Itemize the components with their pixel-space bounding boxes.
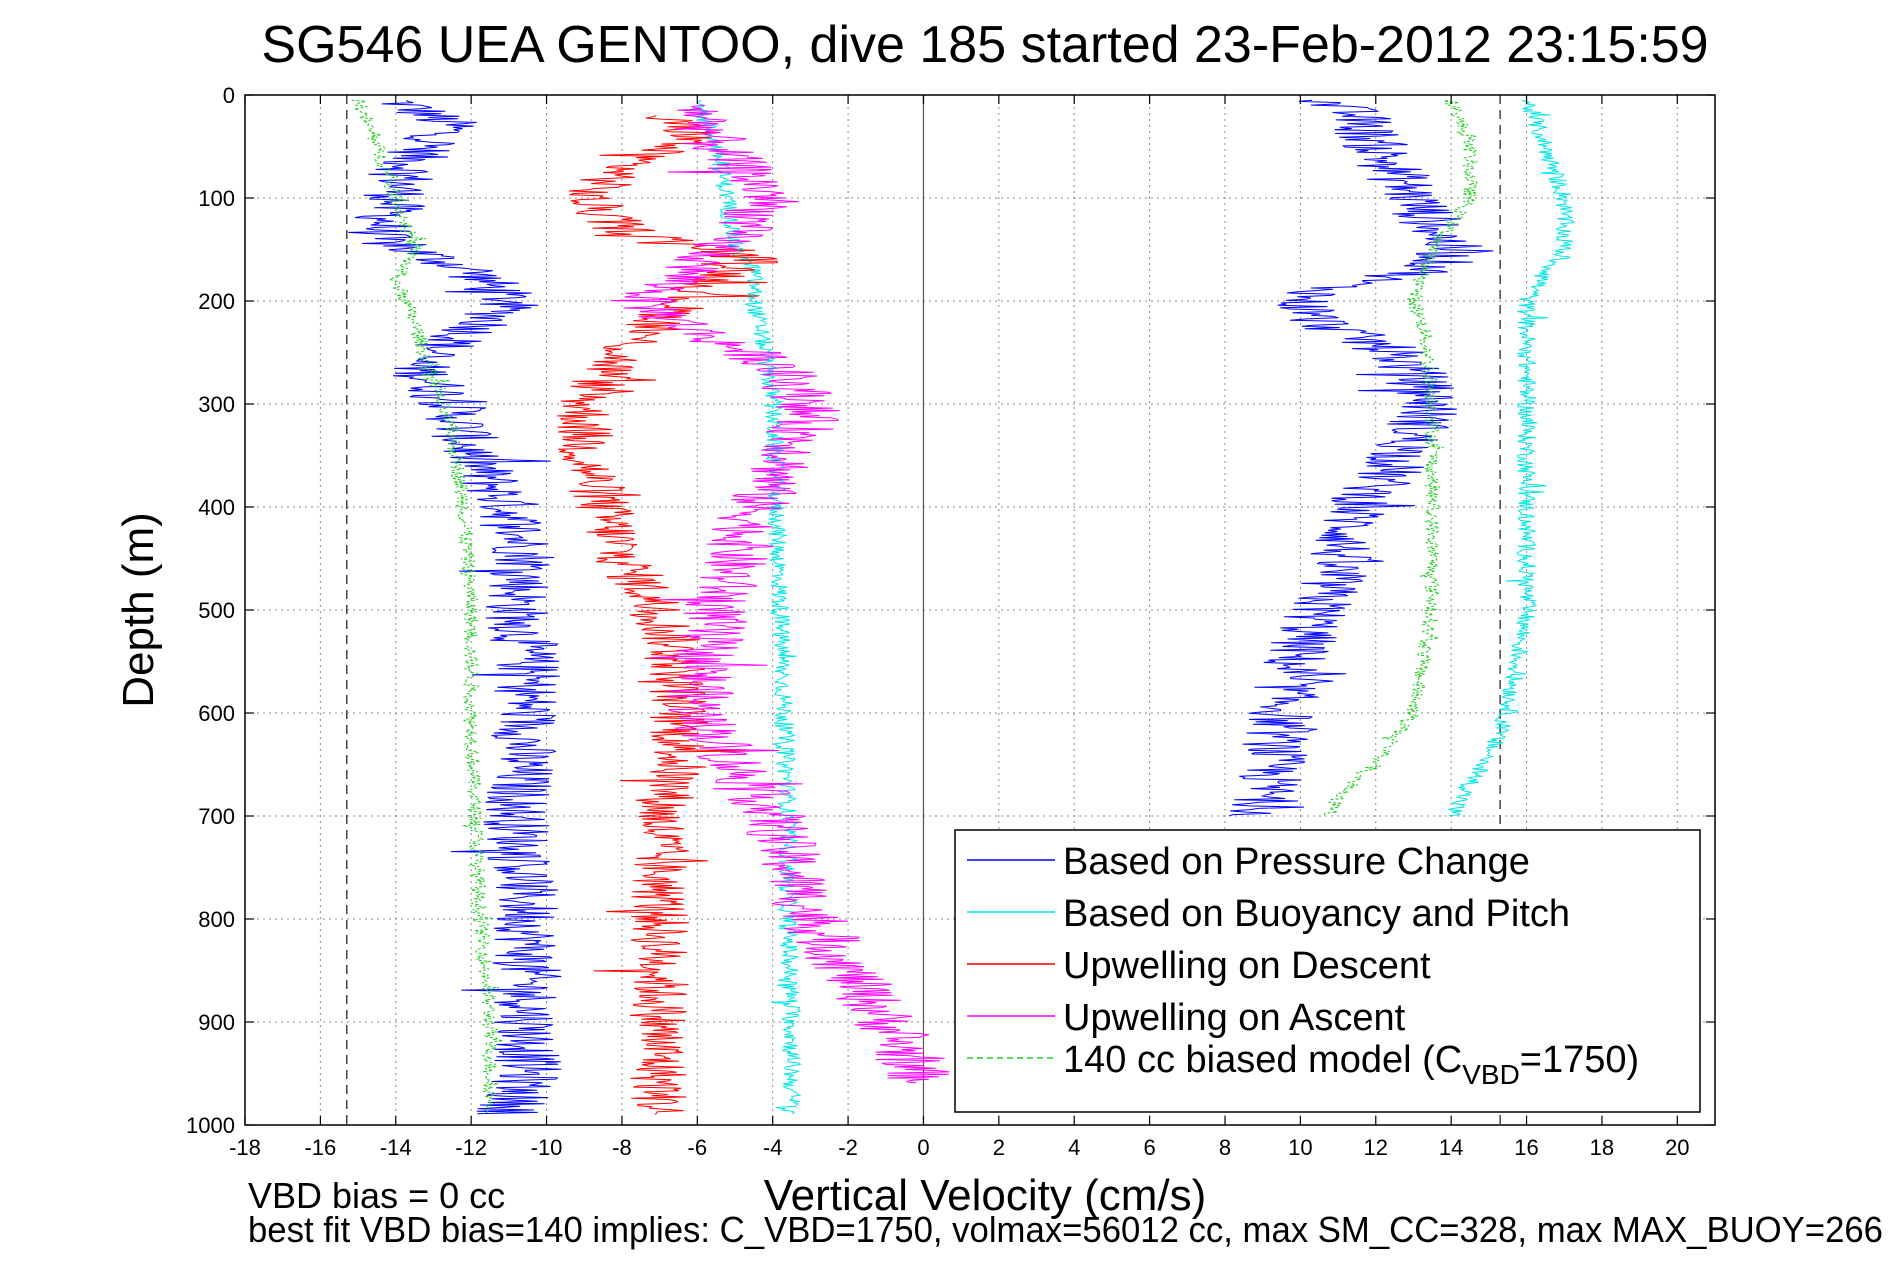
legend-box — [954, 829, 1701, 1113]
annotation-best-fit: best fit VBD bias=140 implies: C_VBD=175… — [248, 1209, 1883, 1250]
x-tick-label: 0 — [917, 1135, 929, 1160]
y-axis-label: Depth (m) — [114, 512, 163, 708]
x-tick-label: 16 — [1514, 1135, 1538, 1160]
x-tick-label: 2 — [993, 1135, 1005, 1160]
x-tick-label: -4 — [763, 1135, 783, 1160]
x-tick-label: 12 — [1364, 1135, 1388, 1160]
series-3 — [610, 104, 950, 1084]
x-tick-label: 20 — [1665, 1135, 1689, 1160]
y-tick-label: 100 — [198, 186, 235, 211]
series-line — [1228, 99, 1494, 817]
x-tick-label: 8 — [1219, 1135, 1231, 1160]
x-tick-label: -16 — [304, 1135, 336, 1160]
series-line — [351, 99, 504, 1115]
y-ticks: 0 100 200 300 400 500 600 700 800 900 1000 — [186, 83, 1715, 1138]
legend-label-subscript: VBD — [1462, 1059, 1520, 1090]
series-line — [348, 99, 562, 1115]
y-tick-label: 900 — [198, 1010, 235, 1035]
legend-label: Upwelling on Descent — [1063, 945, 1431, 987]
legend-label: 140 cc biased model (CVBD=1750) — [1063, 1039, 1639, 1090]
x-tick-label: 10 — [1288, 1135, 1312, 1160]
y-tick-label: 300 — [198, 392, 235, 417]
y-tick-label: 700 — [198, 804, 235, 829]
annotation-vbd-bias: VBD bias = 0 cc — [248, 1175, 505, 1216]
x-ticks: -18 -16 -14 -12 -10 -8 -6 -4 -2 0 2 4 6 8 10 12 14 16 18 20 — [229, 95, 1690, 1160]
legend-label-end: =1750) — [1520, 1039, 1639, 1081]
y-tick-label: 600 — [198, 701, 235, 726]
y-tick-label: 0 — [223, 83, 235, 108]
legend: Based on Pressure Change Based on Buoyanc… — [954, 829, 1701, 1113]
legend-label: Upwelling on Ascent — [1063, 997, 1406, 1039]
chart-title: SG546 UEA GENTOO, dive 185 started 23-Fe… — [261, 16, 1708, 74]
x-tick-label: 14 — [1439, 1135, 1463, 1160]
x-tick-label: 18 — [1590, 1135, 1614, 1160]
x-axis-label: Vertical Velocity (cm/s) — [764, 1171, 1207, 1220]
x-tick-label: -8 — [612, 1135, 632, 1160]
x-tick-label: -10 — [531, 1135, 563, 1160]
x-tick-label: -2 — [838, 1135, 858, 1160]
y-tick-label: 1000 — [186, 1113, 235, 1138]
x-tick-label: -12 — [455, 1135, 487, 1160]
x-tick-label: 6 — [1143, 1135, 1155, 1160]
legend-label-main: 140 cc biased model (C — [1063, 1039, 1462, 1081]
y-tick-label: 400 — [198, 495, 235, 520]
legend-label: Based on Buoyancy and Pitch — [1063, 893, 1570, 935]
series-4 — [351, 99, 1478, 1115]
series-line — [610, 104, 950, 1084]
x-tick-label: -14 — [380, 1135, 412, 1160]
series-line — [556, 115, 779, 1115]
series-line — [1448, 99, 1575, 817]
series-group — [348, 99, 1575, 1115]
y-tick-label: 500 — [198, 598, 235, 623]
series-0 — [348, 99, 1494, 1115]
series-2 — [556, 115, 779, 1115]
y-tick-label: 800 — [198, 907, 235, 932]
x-tick-label: 4 — [1068, 1135, 1080, 1160]
x-tick-label: -6 — [688, 1135, 708, 1160]
x-tick-label: -18 — [229, 1135, 261, 1160]
y-tick-label: 200 — [198, 289, 235, 314]
legend-label: Based on Pressure Change — [1063, 841, 1530, 883]
